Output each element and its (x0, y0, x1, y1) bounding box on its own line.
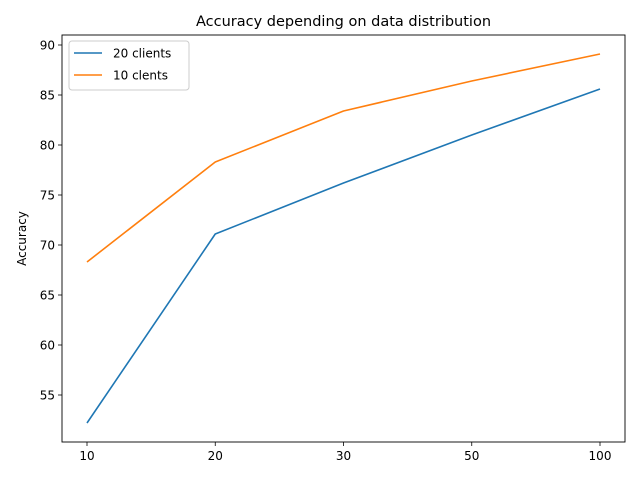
legend-label-2: 10 clents (113, 69, 168, 83)
series-line-1 (86, 88, 601, 424)
x-tick-label: 100 (589, 449, 612, 463)
y-tick-label: 60 (40, 339, 55, 353)
y-axis-label: Accuracy (15, 211, 29, 266)
plot-area-frame (61, 34, 626, 443)
y-tick-label: 75 (40, 189, 55, 203)
y-tick-label: 80 (40, 139, 55, 153)
x-tick-label: 50 (464, 449, 479, 463)
y-tick-label: 55 (40, 389, 55, 403)
x-tick-label: 20 (208, 449, 223, 463)
x-tick-label: 10 (79, 449, 94, 463)
chart-title: Accuracy depending on data distribution (196, 14, 491, 30)
y-axis: 55 60 65 70 75 80 85 90 (40, 39, 62, 403)
y-tick-label: 90 (40, 39, 55, 53)
legend-label-1: 20 clients (113, 47, 171, 61)
y-tick-label: 70 (40, 239, 55, 253)
legend: 20 clients 10 clents (68, 40, 190, 91)
series-line-2 (86, 53, 601, 263)
y-tick-label: 65 (40, 289, 55, 303)
x-tick-label: 30 (336, 449, 351, 463)
series-lines (86, 53, 601, 424)
y-tick-label: 85 (40, 89, 55, 103)
x-axis: 10 20 30 50 100 (79, 442, 611, 463)
